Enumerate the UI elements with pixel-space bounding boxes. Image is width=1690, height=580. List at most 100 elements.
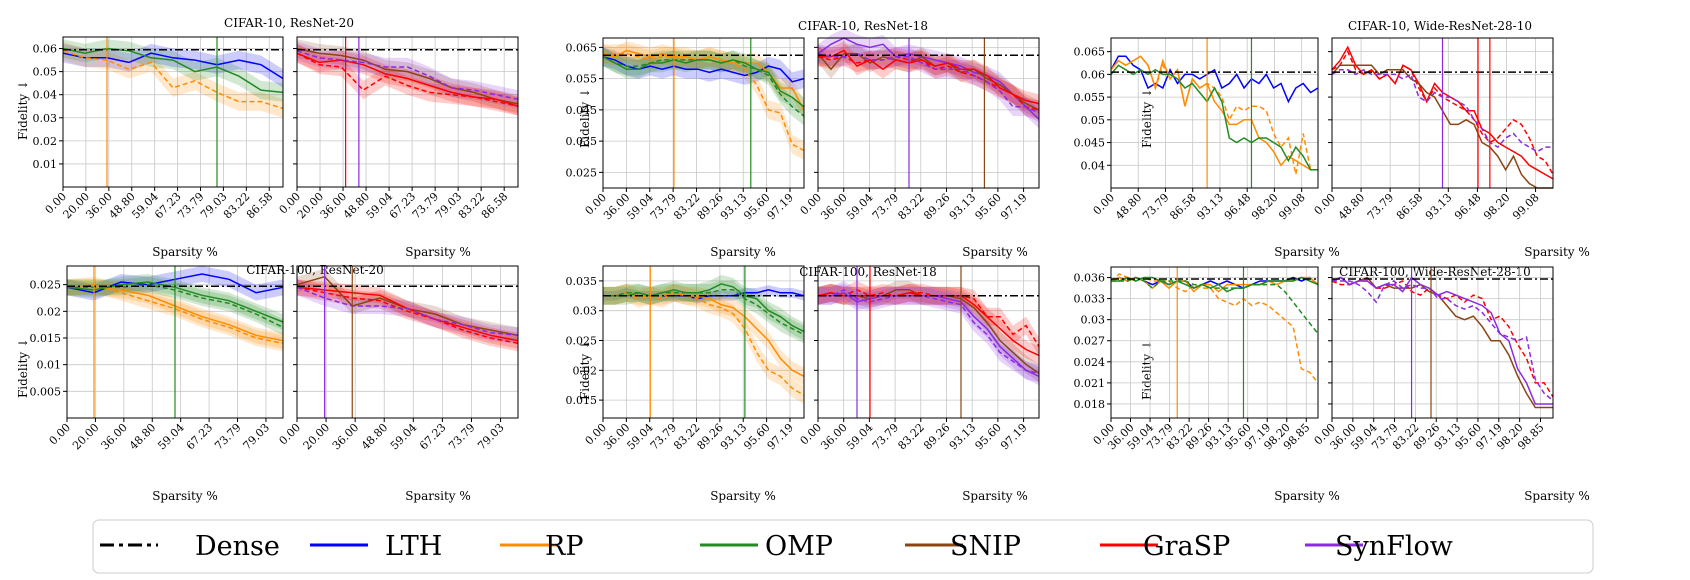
y-tick-label: 0.027: [1074, 335, 1106, 348]
y-axis-label: Fidelity ↓: [578, 340, 592, 400]
x-tick-label: 36.00: [818, 191, 849, 222]
x-tick-label: 48.80: [359, 421, 390, 452]
plot-panel: 0.0150.020.0250.030.0350.0036.0059.0473.…: [566, 265, 805, 452]
plot-frame: [296, 265, 519, 419]
y-tick-label: 0.025: [566, 166, 598, 179]
plot-frame: [1110, 37, 1319, 189]
series-line: [296, 52, 519, 107]
legend-label: SNIP: [950, 531, 1021, 562]
y-tick-label: 0.01: [37, 359, 62, 372]
series-band: [67, 276, 283, 336]
y-tick-label: 0.021: [1074, 377, 1106, 390]
plot-panel: 0.0250.0350.0450.0550.0650.0036.0059.047…: [566, 37, 805, 222]
series-line: [62, 52, 284, 80]
chart-title-cifar10-resnet20: CIFAR-10, ResNet-20: [224, 16, 354, 30]
chart-title-cifar100-resnet18: CIFAR-100, ResNet-18: [799, 265, 937, 279]
y-tick-label: 0.036: [1074, 272, 1106, 285]
y-tick-label: 0.02: [573, 364, 598, 377]
y-tick-label: 0.024: [1074, 356, 1106, 369]
y-tick-label: 0.03: [33, 112, 58, 125]
series-line: [1331, 280, 1554, 398]
x-tick-label: 99.08: [1510, 191, 1541, 222]
x-tick-label: 95.60: [973, 191, 1004, 222]
plot-panel: 0.0036.0059.0473.7983.2289.2693.1395.609…: [1312, 266, 1554, 452]
legend: Dense LTH RP OMP SNIP GraSP SynFlow: [92, 519, 1594, 574]
series-line: [62, 50, 284, 110]
y-tick-label: 0.06: [1081, 68, 1106, 81]
y-tick-label: 0.05: [1081, 114, 1106, 127]
series-line: [818, 288, 1040, 375]
series-line: [1331, 276, 1553, 405]
series-band: [63, 43, 283, 88]
x-tick-label: 59.04: [844, 421, 875, 452]
x-axis-label: Sparsity %: [1524, 489, 1590, 503]
y-tick-label: 0.03: [1081, 314, 1106, 327]
series-band: [603, 41, 804, 120]
series-band: [67, 274, 283, 330]
plot-panel: 0.010.020.030.040.050.060.0020.0036.0048…: [33, 36, 284, 221]
x-tick-label: 98.20: [1481, 191, 1512, 222]
x-tick-label: 36.00: [330, 421, 361, 452]
series-line: [296, 286, 519, 337]
series-line: [296, 286, 519, 345]
x-tick-label: 79.03: [475, 421, 506, 452]
y-axis-label: Fidelity ↓: [578, 88, 592, 148]
x-tick-label: 93.13: [1423, 191, 1454, 222]
series-line: [817, 52, 1040, 111]
series-line: [603, 52, 805, 152]
x-tick-label: 48.80: [127, 421, 158, 452]
series-band: [818, 280, 1039, 383]
y-tick-label: 0.06: [33, 43, 58, 56]
x-axis-label: Sparsity %: [710, 489, 776, 503]
x-tick-label: 95.60: [973, 421, 1004, 452]
x-axis-label: Sparsity %: [152, 489, 218, 503]
plot-panel: 0.0036.0059.0473.7983.2289.2693.1395.609…: [798, 265, 1040, 452]
series-line: [1110, 273, 1319, 384]
y-tick-label: 0.055: [566, 73, 598, 86]
series-band: [603, 47, 804, 117]
x-axis-label: Sparsity %: [1524, 245, 1590, 259]
series-band: [603, 285, 804, 304]
x-axis-label: Sparsity %: [152, 245, 218, 259]
x-tick-label: 73.79: [870, 191, 901, 222]
x-axis-label: Sparsity %: [710, 245, 776, 259]
plot-frame: [296, 36, 519, 188]
x-tick-label: 73.79: [1140, 191, 1171, 222]
series-line: [296, 50, 519, 101]
series-line: [817, 37, 1040, 120]
x-axis-label: Sparsity %: [962, 489, 1028, 503]
x-axis-label: Sparsity %: [405, 489, 471, 503]
x-axis-label: Sparsity %: [962, 245, 1028, 259]
series-line: [296, 52, 519, 107]
plot-frame: [602, 265, 805, 419]
legend-label: OMP: [765, 531, 833, 562]
x-tick-label: 59.04: [844, 191, 875, 222]
x-tick-label: 59.04: [388, 421, 419, 452]
y-tick-label: 0.018: [1074, 398, 1106, 411]
x-tick-label: 97.19: [998, 421, 1029, 452]
y-tick-label: 0.065: [566, 41, 598, 54]
series-band: [818, 41, 1039, 113]
y-axis-label: Fidelity ↓: [1140, 88, 1154, 148]
x-tick-label: 83.22: [895, 421, 926, 452]
y-tick-label: 0.065: [1074, 46, 1106, 59]
series-line: [602, 56, 805, 117]
y-tick-label: 0.035: [566, 275, 598, 288]
plot-frame: [1110, 266, 1319, 419]
y-tick-label: 0.04: [33, 89, 58, 102]
x-tick-label: 36.00: [818, 421, 849, 452]
x-tick-label: 97.19: [998, 191, 1029, 222]
plot-panel: 0.040.0450.050.0550.060.0650.0048.8073.7…: [1074, 37, 1319, 222]
series-band: [63, 39, 283, 102]
series-line: [1110, 55, 1318, 171]
x-tick-label: 59.04: [155, 421, 186, 452]
x-tick-label: 73.79: [446, 421, 477, 452]
x-tick-label: 48.80: [1113, 191, 1144, 222]
y-axis-label: Fidelity ↓: [1140, 340, 1154, 400]
y-axis-label: Fidelity ↓: [16, 80, 30, 140]
legend-frame: [92, 519, 1594, 574]
series-line: [1110, 55, 1319, 104]
x-tick-label: 20.00: [301, 421, 332, 452]
x-tick-label: 79.03: [241, 421, 272, 452]
